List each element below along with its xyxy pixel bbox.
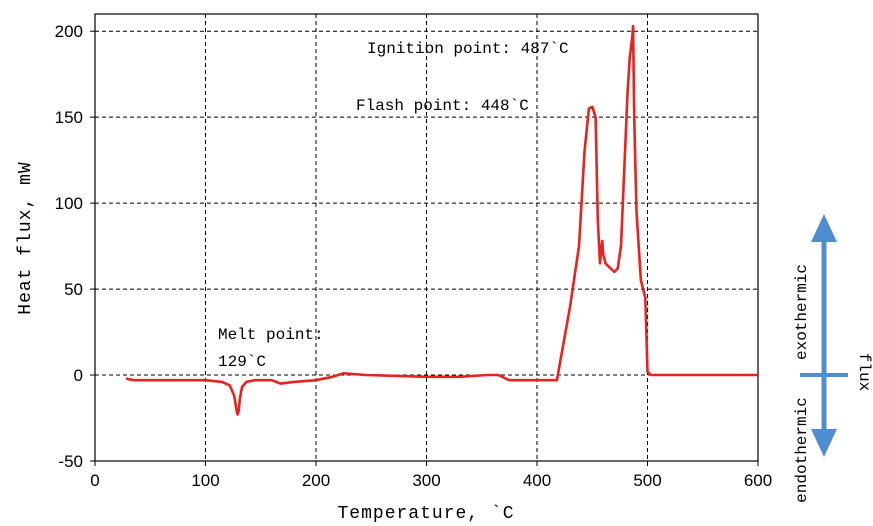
- arrow-down-icon: [811, 429, 837, 457]
- x-tick-label: 200: [302, 471, 330, 490]
- y-tick-label: 100: [55, 194, 83, 213]
- exothermic-label: exothermic: [793, 264, 811, 360]
- arrow-up-icon: [811, 214, 837, 242]
- heat-flux-series-line: [125, 24, 758, 416]
- annotation-melt-point-value: 129`C: [218, 353, 266, 371]
- x-axis-ticks: 0 100 200 300 400 500 600: [90, 461, 772, 490]
- flux-label: flux: [855, 353, 873, 391]
- gridlines: [95, 14, 758, 461]
- y-tick-label: 50: [64, 280, 83, 299]
- x-tick-label: 600: [744, 471, 772, 490]
- annotation-melt-point: Melt point:: [218, 326, 324, 344]
- y-tick-label: 0: [74, 366, 83, 385]
- x-tick-label: 0: [90, 471, 99, 490]
- y-tick-label: -50: [58, 452, 83, 471]
- annotation-flash-point: Flash point: 448`C: [356, 97, 529, 115]
- x-tick-label: 500: [633, 471, 661, 490]
- x-tick-label: 300: [412, 471, 440, 490]
- y-tick-label: 150: [55, 108, 83, 127]
- y-axis-ticks: -50 0 50 100 150 200: [55, 22, 95, 471]
- flux-direction-indicator: exothermic endothermic flux: [793, 214, 873, 503]
- y-axis-title: Heat flux, mW: [16, 161, 36, 314]
- annotation-ignition-point: Ignition point: 487`C: [367, 40, 569, 58]
- x-tick-label: 100: [191, 471, 219, 490]
- endothermic-label: endothermic: [793, 397, 811, 503]
- x-tick-label: 400: [523, 471, 551, 490]
- y-tick-label: 200: [55, 22, 83, 41]
- x-axis-title: Temperature, `C: [337, 504, 514, 524]
